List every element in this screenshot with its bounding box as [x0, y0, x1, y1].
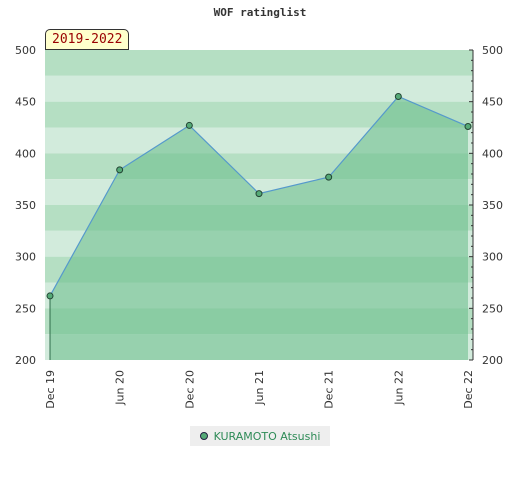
data-point	[255, 190, 263, 198]
y-tick-label-left: 400	[15, 147, 36, 160]
background-band	[45, 75, 473, 102]
y-tick-label-right: 450	[482, 96, 503, 109]
x-tick-label: Dec 19	[44, 370, 57, 409]
y-tick-label-right: 500	[482, 44, 503, 57]
y-tick-label-right: 400	[482, 147, 503, 160]
x-tick-label: Dec 21	[323, 370, 336, 409]
x-tick-label: Dec 22	[462, 370, 475, 409]
series-area	[50, 96, 468, 360]
y-tick-label-left: 200	[15, 354, 36, 367]
legend: KURAMOTO Atsushi	[190, 426, 330, 446]
period-badge: 2019-2022	[45, 29, 130, 50]
y-tick-label-left: 500	[15, 44, 36, 57]
y-tick-label-left: 250	[15, 302, 36, 315]
y-tick-label-right: 200	[482, 354, 503, 367]
legend-marker	[199, 432, 208, 440]
y-tick-label-left: 350	[15, 199, 36, 212]
x-tick-label: Dec 20	[183, 370, 196, 409]
x-tick-label: Jun 22	[392, 370, 405, 406]
data-point	[464, 122, 472, 130]
legend-series-name: KURAMOTO Atsushi	[213, 429, 321, 443]
data-point	[394, 93, 402, 100]
data-point	[116, 166, 124, 174]
data-point	[325, 173, 333, 181]
y-tick-label-left: 300	[15, 251, 36, 264]
x-tick-label: Jun 20	[114, 370, 127, 406]
y-tick-label-right: 250	[482, 302, 503, 315]
x-tick-label: Jun 21	[253, 370, 266, 406]
y-tick-label-right: 300	[482, 251, 503, 264]
y-tick-label-right: 350	[482, 199, 503, 212]
data-point	[46, 292, 54, 300]
data-point	[185, 121, 193, 129]
background-band	[45, 50, 473, 76]
y-tick-label-left: 450	[15, 96, 36, 109]
chart-title: WOF ratinglist	[213, 6, 307, 19]
